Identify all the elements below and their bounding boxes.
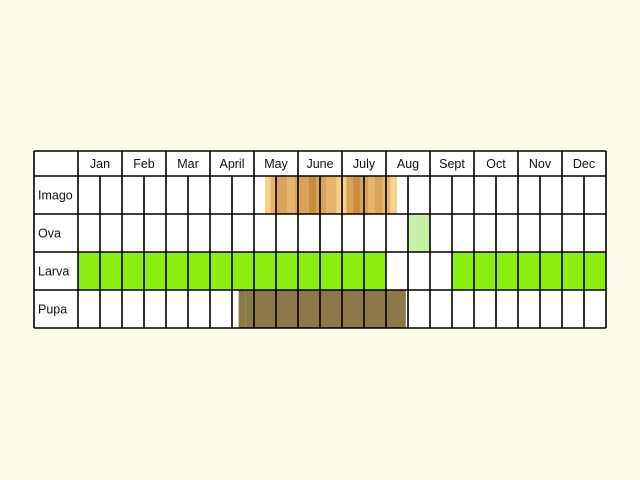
segment-imago-0 [265,176,271,214]
row-label: Imago [38,189,73,203]
month-label: June [306,157,333,171]
row-label: Larva [38,265,69,279]
month-label: Jan [90,157,110,171]
month-label: Sept [439,157,465,171]
segment-imago-10 [353,176,361,214]
segment-imago-7 [326,176,337,214]
segment-imago-15 [390,176,397,214]
segment-pupa-1 [245,290,406,328]
segment-imago-6 [316,176,327,214]
row-label: Ova [38,227,61,241]
month-label: April [219,157,244,171]
row-label: Pupa [38,303,67,317]
month-label: Aug [397,157,419,171]
segment-imago-2 [276,176,287,214]
segment-imago-13 [375,176,383,214]
month-label: Oct [486,157,506,171]
month-label: Nov [529,157,552,171]
month-label: July [353,157,376,171]
segment-imago-1 [270,176,276,214]
month-label: Dec [573,157,595,171]
month-label: Mar [177,157,199,171]
segment-ova-0 [408,214,430,252]
segment-larva-1 [452,252,606,290]
segment-imago-5 [309,176,317,214]
segment-imago-12 [368,176,375,214]
month-label: May [264,157,288,171]
segment-pupa-0 [238,290,246,328]
segment-imago-9 [346,176,353,214]
segment-imago-3 [287,176,295,214]
month-label: Feb [133,157,155,171]
segment-imago-4 [294,176,309,214]
